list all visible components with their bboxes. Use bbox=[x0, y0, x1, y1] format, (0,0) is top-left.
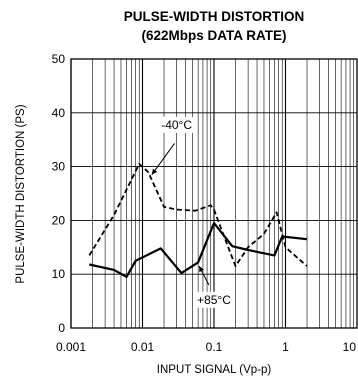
x-tick-label: 10 bbox=[343, 340, 357, 354]
grid bbox=[70, 58, 357, 329]
chart-subtitle: (622Mbps DATA RATE) bbox=[142, 28, 287, 43]
y-tick-label: 10 bbox=[52, 267, 66, 281]
x-tick-label: 0.001 bbox=[56, 340, 86, 354]
y-tick-label: 50 bbox=[52, 52, 66, 66]
y-tick-label: 20 bbox=[52, 213, 66, 227]
annotation-background bbox=[193, 291, 235, 308]
series-line-plus85c bbox=[89, 222, 308, 278]
x-tick-label: 0.01 bbox=[131, 340, 155, 354]
y-tick-label: 30 bbox=[52, 160, 66, 174]
annotation-arrowhead bbox=[151, 168, 158, 175]
chart-title: PULSE-WIDTH DISTORTION bbox=[124, 9, 305, 24]
plot-frame bbox=[70, 58, 358, 329]
x-tick-label: 1 bbox=[282, 340, 289, 354]
y-axis-label: PULSE-WIDTH DISTORTION (PS) bbox=[15, 104, 27, 283]
y-tick-label: 0 bbox=[58, 321, 65, 335]
x-tick-label: 0.1 bbox=[206, 340, 223, 354]
annotation-arrowhead bbox=[199, 266, 204, 273]
annotation-arrow bbox=[151, 143, 175, 175]
annotation-label: +85°C bbox=[197, 293, 231, 307]
annotation-background bbox=[156, 116, 198, 133]
annotation-layer: -40°C +85°C bbox=[151, 116, 235, 308]
x-axis-label: INPUT SIGNAL (Vp-p) bbox=[157, 364, 272, 376]
annotation-label: -40°C bbox=[161, 118, 192, 132]
series-line-minus40c bbox=[88, 162, 308, 268]
y-tick-label: 40 bbox=[52, 106, 66, 120]
y-axis-ticks: 0 10 20 30 40 50 bbox=[52, 52, 66, 335]
x-axis-ticks: 0.001 0.01 0.1 1 10 bbox=[56, 340, 356, 354]
series-layer bbox=[88, 162, 308, 278]
